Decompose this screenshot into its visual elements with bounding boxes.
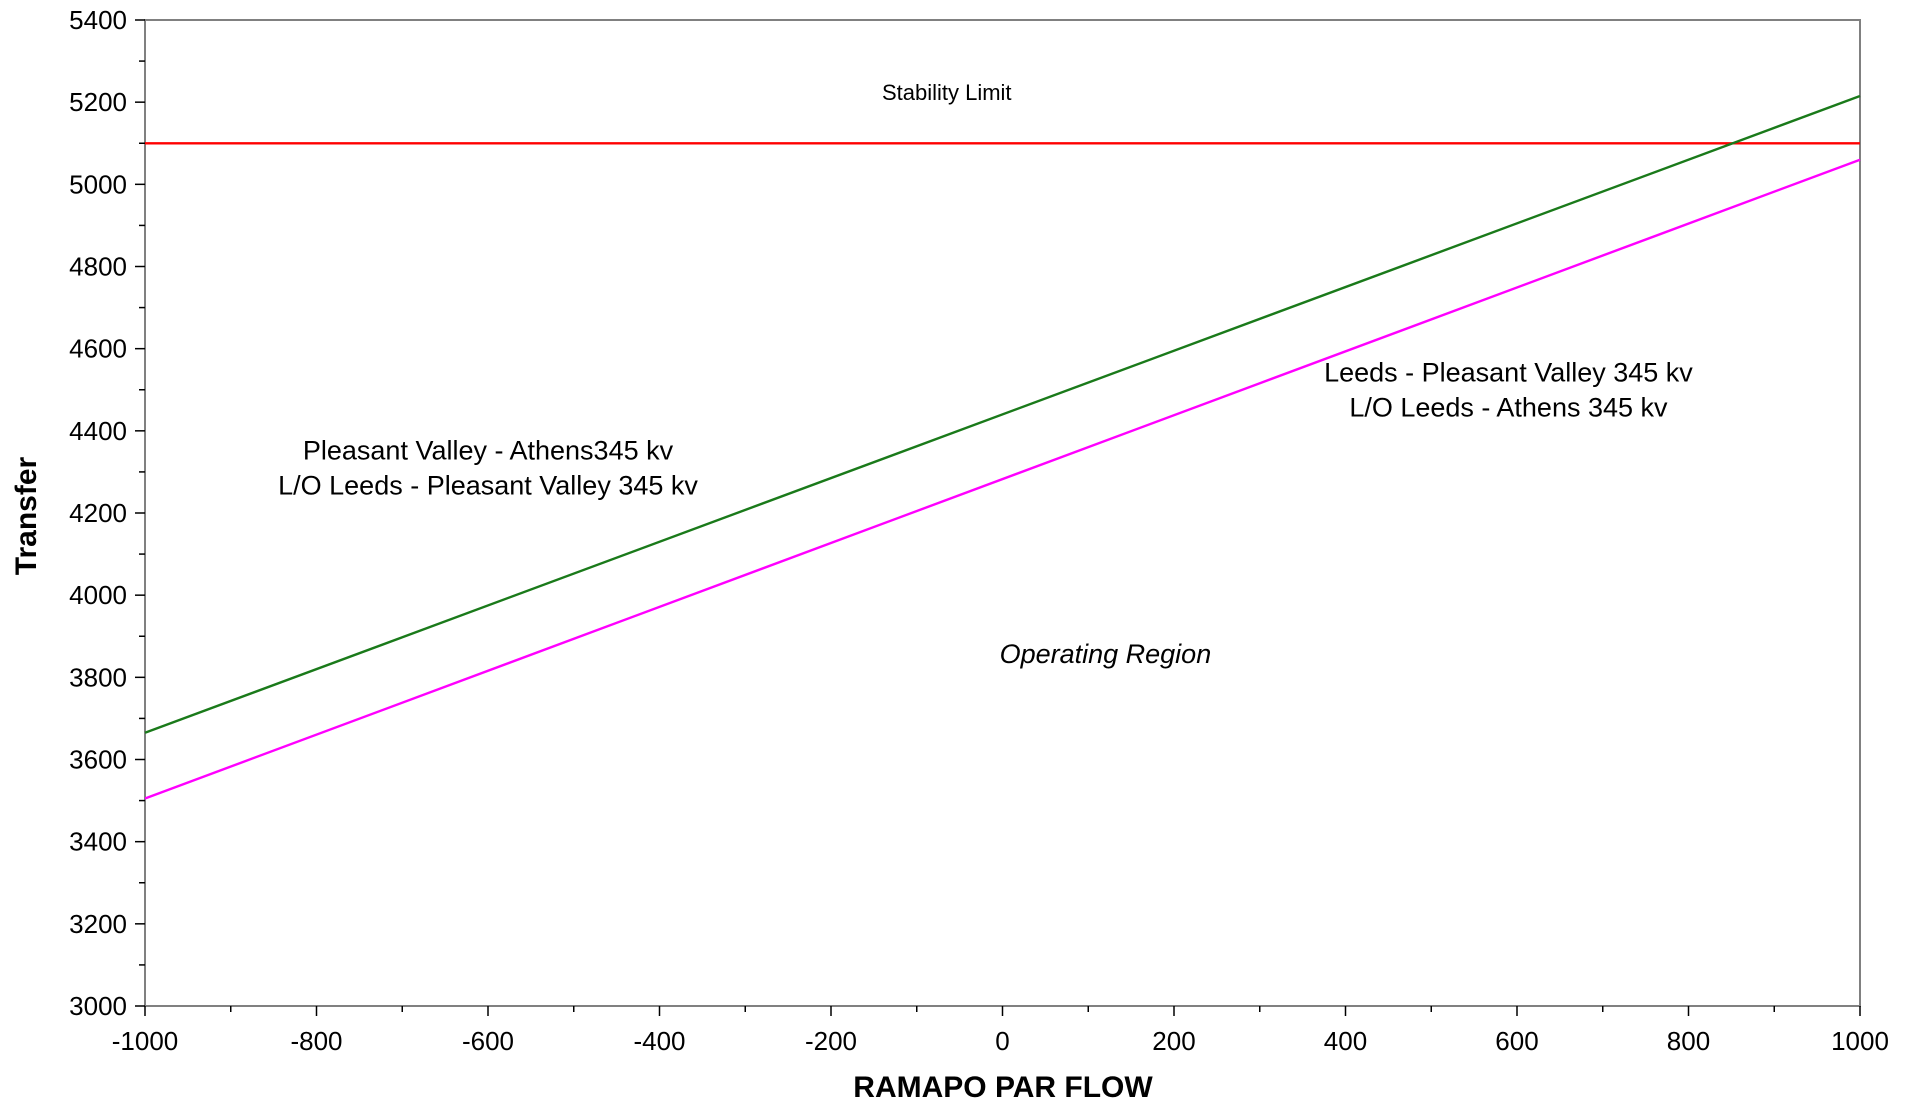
x-tick-label: 200 <box>1152 1026 1195 1056</box>
plot-frame <box>144 19 1861 1007</box>
y-tick-label: 4000 <box>69 580 127 610</box>
axes-layer: -1000 -800 -600 -400 -200 0 200 400 600 800 1000 30… <box>69 5 1889 1056</box>
annotation-pv-athens-1: Pleasant Valley - Athens345 kv <box>303 436 674 466</box>
x-tick-label: 0 <box>995 1026 1009 1056</box>
x-tick-label: -800 <box>290 1026 342 1056</box>
x-tick-label: 400 <box>1324 1026 1367 1056</box>
x-tick-label: 800 <box>1667 1026 1710 1056</box>
annotation-stability: Stability Limit <box>882 80 1012 105</box>
series-line-2 <box>144 94 1861 734</box>
annotation-operating: Operating Region <box>1000 639 1212 669</box>
y-tick-label: 3400 <box>69 827 127 857</box>
y-tick-label: 3200 <box>69 909 127 939</box>
y-axis-title: Transfer <box>10 456 43 575</box>
annotation-pv-athens-2: L/O Leeds - Pleasant Valley 345 kv <box>278 471 698 501</box>
y-tick-label: 4400 <box>69 416 127 446</box>
x-tick-label: 1000 <box>1831 1026 1889 1056</box>
y-tick-label: 3600 <box>69 745 127 775</box>
y-tick-label: 4600 <box>69 334 127 364</box>
annotation-leeds-pv-1: Leeds - Pleasant Valley 345 kv <box>1324 358 1693 388</box>
annotation-layer: Stability Limit Pleasant Valley - Athens3… <box>278 80 1693 669</box>
y-tick-label: 3800 <box>69 662 127 692</box>
x-tick-label: 600 <box>1495 1026 1538 1056</box>
annotation-leeds-pv-2: L/O Leeds - Athens 345 kv <box>1349 392 1668 422</box>
plot-area <box>144 19 1861 1007</box>
x-tick-label: -400 <box>633 1026 685 1056</box>
y-tick-label: 4200 <box>69 498 127 528</box>
x-tick-label: -1000 <box>112 1026 179 1056</box>
series-layer <box>144 94 1861 800</box>
x-tick-label: -200 <box>805 1026 857 1056</box>
y-tick-label: 4800 <box>69 252 127 282</box>
x-tick-label: -600 <box>462 1026 514 1056</box>
y-tick-label: 5400 <box>69 5 127 35</box>
x-axis-title: RAMAPO PAR FLOW <box>853 1071 1153 1104</box>
y-tick-label: 5000 <box>69 169 127 199</box>
series-line-3 <box>144 158 1861 800</box>
y-tick-label: 5200 <box>69 87 127 117</box>
y-tick-label: 3000 <box>69 991 127 1021</box>
